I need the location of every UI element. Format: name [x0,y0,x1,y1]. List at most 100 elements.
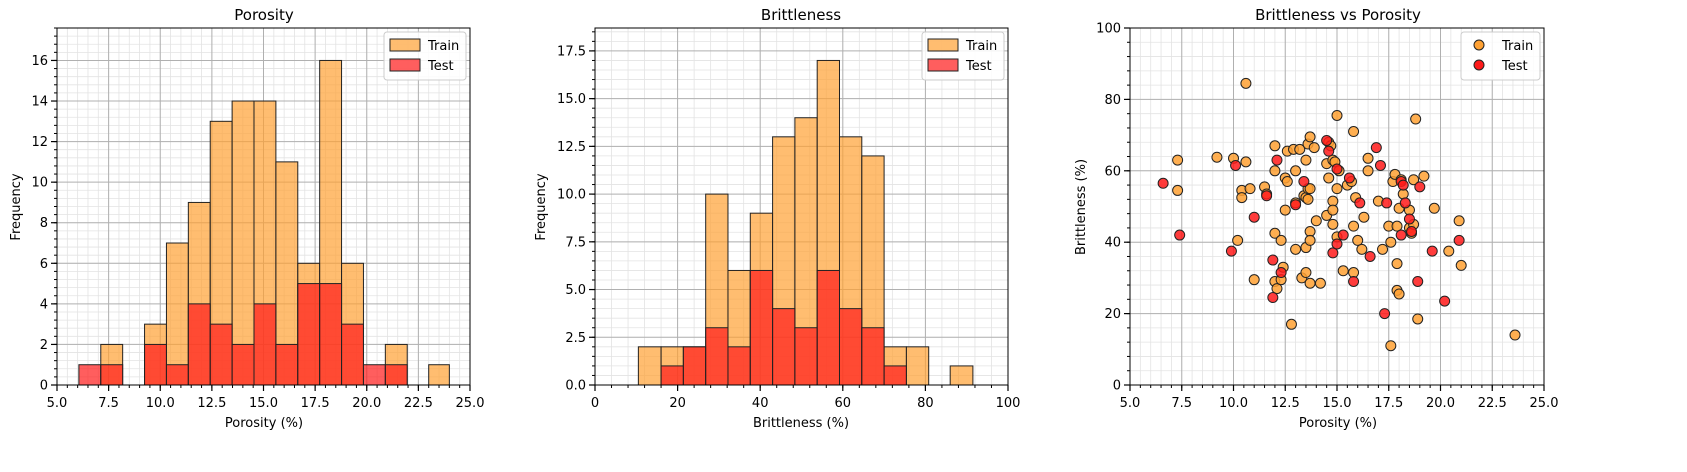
train-scatter-point [1172,154,1184,166]
test-scatter-point [1157,177,1169,189]
train-histogram-bar [949,365,974,386]
train-scatter-point [1385,236,1397,248]
test-histogram-bar [253,303,277,386]
test-scatter-point [1439,295,1451,307]
train-scatter-point [1240,156,1252,168]
train-scatter-point [1391,258,1403,270]
train-scatter-point [1509,329,1521,341]
train-scatter-point [1285,318,1297,330]
y-tick-label: 17.5 [557,44,586,59]
test-scatter-point [1397,179,1409,191]
y-tick-label: 12.5 [557,140,586,155]
histogram-bars [637,59,974,386]
x-tick-label: 7.5 [1171,396,1192,411]
train-scatter-point [1302,193,1314,205]
train-scatter-point [1279,204,1291,216]
legend-test-swatch [389,58,421,72]
test-scatter-point [1271,154,1283,166]
test-histogram-bar [231,343,255,386]
axes-frame [56,27,471,386]
y-tick-label: 6 [40,257,48,272]
test-scatter-point [1230,159,1242,171]
x-tick-label: 40 [752,396,769,411]
test-histogram-bar [78,364,102,386]
x-tick-label: 7.5 [98,396,119,411]
x-tick-label: 15.0 [249,396,278,411]
train-scatter-point [1211,151,1223,163]
y-tick-label: 7.5 [565,235,586,250]
test-scatter-point [1426,245,1438,257]
train-scatter-point [1362,152,1374,164]
test-scatter-point [1374,159,1386,171]
test-scatter-point [1379,308,1391,320]
train-histogram-bar [905,346,930,386]
train-scatter-point [1248,274,1260,286]
x-tick-label: 100 [996,396,1021,411]
x-tick-label: 15.0 [1323,396,1352,411]
test-histogram-bar [144,343,167,386]
train-scatter-point [1304,277,1316,289]
legend: Train Test [1460,31,1541,81]
test-scatter-point [1403,213,1415,225]
train-scatter-point [1362,165,1374,177]
train-scatter-point [1393,288,1405,300]
test-scatter-point [1395,229,1407,241]
train-scatter-point [1269,165,1281,177]
train-scatter-point [1412,313,1424,325]
y-tick-label: 40 [1104,236,1121,251]
legend-train-swatch [927,38,959,52]
x-tick-label: 12.5 [1271,396,1300,411]
train-scatter-point [1428,202,1440,214]
test-scatter-point [1225,245,1237,257]
y-tick-label: 10 [31,176,48,191]
legend: Train Test [383,31,467,81]
train-histogram-bar [637,346,662,386]
test-histogram-bar [275,343,299,386]
x-tick-label: 25.0 [456,396,485,411]
legend-test-label: Test [965,59,992,74]
legend-train-label: Train [1501,39,1533,54]
y-tick-label: 16 [31,54,48,69]
test-scatter-point [1174,229,1186,241]
test-scatter-point [1290,199,1302,211]
chart-title: Porosity [234,6,294,24]
train-scatter-point [1304,183,1316,195]
test-scatter-point [1406,225,1418,237]
train-scatter-point [1327,218,1339,230]
x-tick-label: 10.0 [146,396,175,411]
legend-test-label: Test [1501,59,1528,74]
test-scatter-point [1331,238,1343,250]
train-scatter-point [1232,234,1244,246]
test-scatter-point [1453,234,1465,246]
train-scatter-point [1300,154,1312,166]
y-tick-label: 14 [31,95,48,110]
y-tick-label: 2.5 [565,331,586,346]
legend-test-label: Test [427,59,454,74]
brittleness-histogram-panel: Brittleness 0 20 40 60 80 100 0.0 2.5 5.0 7.5 10.0… [534,6,1020,431]
axes-frame [1129,27,1545,386]
train-scatter-point [1294,143,1306,155]
x-tick-label: 22.5 [1478,396,1507,411]
test-histogram-bar [187,303,211,386]
x-tick-label: 80 [917,396,934,411]
x-axis-label: Brittleness (%) [753,416,849,431]
test-scatter-point [1267,292,1279,304]
y-axis-label: Frequency [534,173,549,240]
train-scatter-point [1314,277,1326,289]
test-scatter-point [1364,250,1376,262]
x-tick-label: 20 [669,396,686,411]
test-scatter-point [1267,254,1279,266]
chart-title: Brittleness [761,6,841,24]
train-scatter-point [1236,192,1248,204]
test-histogram-bar [682,346,707,386]
y-axis-label: Frequency [9,173,24,240]
train-scatter-point [1352,234,1364,246]
y-tick-label: 0 [40,379,48,394]
x-tick-label: 10.0 [1219,396,1248,411]
train-scatter-point [1410,113,1422,125]
test-scatter-point [1298,176,1310,188]
legend-test-marker [1473,59,1485,71]
x-tick-label: 17.5 [301,396,330,411]
train-histogram-bar [428,364,450,386]
y-tick-label: 60 [1104,164,1121,179]
